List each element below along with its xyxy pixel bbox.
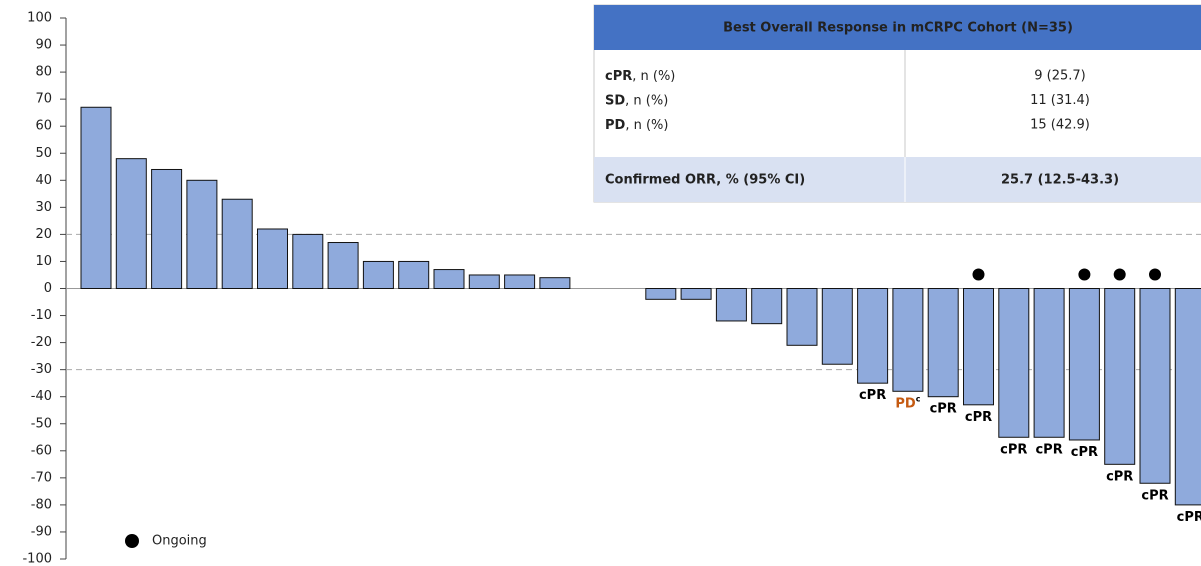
bar: [398, 260, 430, 290]
y-tick-label: -90: [31, 524, 52, 539]
bar-label-note: c: [916, 394, 921, 403]
bar: [857, 288, 889, 384]
bar: [292, 233, 324, 289]
ongoing-marker: [1113, 268, 1126, 281]
row-label: SD, n (%): [605, 93, 668, 108]
ongoing-marker: [1149, 268, 1161, 281]
bar: [786, 288, 818, 346]
bar: [751, 288, 783, 325]
bar-label-text: cPR: [1177, 509, 1201, 524]
y-tick-label: -20: [31, 335, 52, 350]
y-tick-label: 50: [35, 146, 52, 161]
bar: [115, 158, 147, 289]
bar-label: cPR: [1141, 488, 1168, 503]
y-tick-label: -70: [31, 470, 52, 485]
bar: [1104, 288, 1136, 465]
bar: [433, 269, 465, 290]
bar-label: cPR: [1071, 444, 1098, 459]
bar: [927, 288, 959, 398]
y-tick-label: 40: [35, 173, 52, 188]
y-tick-label: -30: [31, 362, 52, 377]
legend-label: Ongoing: [152, 534, 207, 549]
bar-label-text: cPR: [1106, 469, 1133, 484]
bar-label-text: cPR: [1000, 442, 1027, 457]
bar-label: cPR: [965, 409, 992, 424]
table-title: Best Overall Response in mCRPC Cohort (N…: [723, 21, 1073, 36]
bar: [539, 277, 571, 289]
bar: [257, 228, 288, 290]
y-tick-label: -40: [31, 389, 52, 404]
y-tick-label: 100: [27, 11, 52, 26]
y-tick-label: -80: [31, 497, 52, 512]
row-label-rest: , n (%): [625, 93, 668, 108]
bar-label-text: cPR: [1141, 488, 1168, 503]
bar: [680, 288, 712, 300]
y-tick-label: 90: [35, 38, 52, 53]
y-tick-label: 10: [35, 254, 52, 269]
bar-label-text: cPR: [930, 401, 957, 416]
row-label: PD, n (%): [605, 118, 668, 133]
y-tick-label: 0: [44, 281, 52, 296]
y-tick-label: -50: [31, 416, 52, 431]
row-value: 9 (25.7): [1034, 69, 1086, 84]
row-label-rest: , n (%): [625, 118, 668, 133]
bar: [468, 274, 500, 290]
y-tick-label: 20: [35, 227, 52, 242]
row-label: cPR, n (%): [605, 69, 675, 84]
bar-label-text: cPR: [1071, 444, 1098, 459]
bar-label-text: cPR: [859, 388, 886, 403]
y-tick-label: -10: [31, 308, 52, 323]
footer-value: 25.7 (12.5-43.3): [1001, 173, 1119, 188]
bar-label: cPR: [1177, 509, 1201, 524]
row-label-rest: , n (%): [632, 69, 675, 84]
bar: [1033, 288, 1065, 438]
row-label-bold: SD: [605, 93, 625, 108]
bar: [362, 260, 394, 290]
bar: [892, 288, 924, 392]
bar: [998, 288, 1030, 438]
bar-label: cPR: [1035, 442, 1062, 457]
row-value: 11 (31.4): [1030, 93, 1090, 108]
bar-label: cPR: [859, 388, 886, 403]
bar: [1068, 288, 1100, 441]
table-footer: [594, 157, 1201, 202]
bar: [327, 242, 359, 289]
bar: [80, 106, 112, 289]
y-tick-label: -100: [22, 552, 52, 566]
bar-label: cPR: [1000, 442, 1027, 457]
footer-label: Confirmed ORR, % (95% CI): [605, 173, 805, 188]
bar-label-text: PD: [895, 396, 916, 411]
table-header: [594, 5, 1201, 50]
y-tick-label: 60: [35, 119, 52, 134]
bar-label-text: cPR: [965, 409, 992, 424]
bar: [1174, 288, 1201, 506]
bar: [715, 288, 747, 322]
bar: [151, 168, 183, 289]
legend-marker: [125, 534, 139, 548]
y-tick-label: -60: [31, 443, 52, 458]
ongoing-marker: [1078, 268, 1091, 281]
bar: [821, 288, 853, 365]
bar-label: PDc: [895, 394, 920, 411]
bar: [221, 198, 253, 289]
bar-label-text: cPR: [1035, 442, 1062, 457]
y-tick-label: 30: [35, 200, 52, 215]
ongoing-marker: [972, 268, 985, 281]
bar: [645, 288, 677, 300]
row-label-bold: PD: [605, 118, 626, 133]
row-label-bold: cPR: [605, 69, 632, 84]
bar-label: cPR: [1106, 469, 1133, 484]
bar-label: cPR: [930, 401, 957, 416]
y-tick-label: 70: [35, 92, 52, 107]
bar: [963, 288, 994, 406]
y-tick-label: 80: [35, 65, 52, 80]
bar: [186, 179, 218, 289]
row-value: 15 (42.9): [1030, 118, 1090, 133]
bar: [1139, 288, 1171, 484]
bar: [504, 274, 536, 290]
